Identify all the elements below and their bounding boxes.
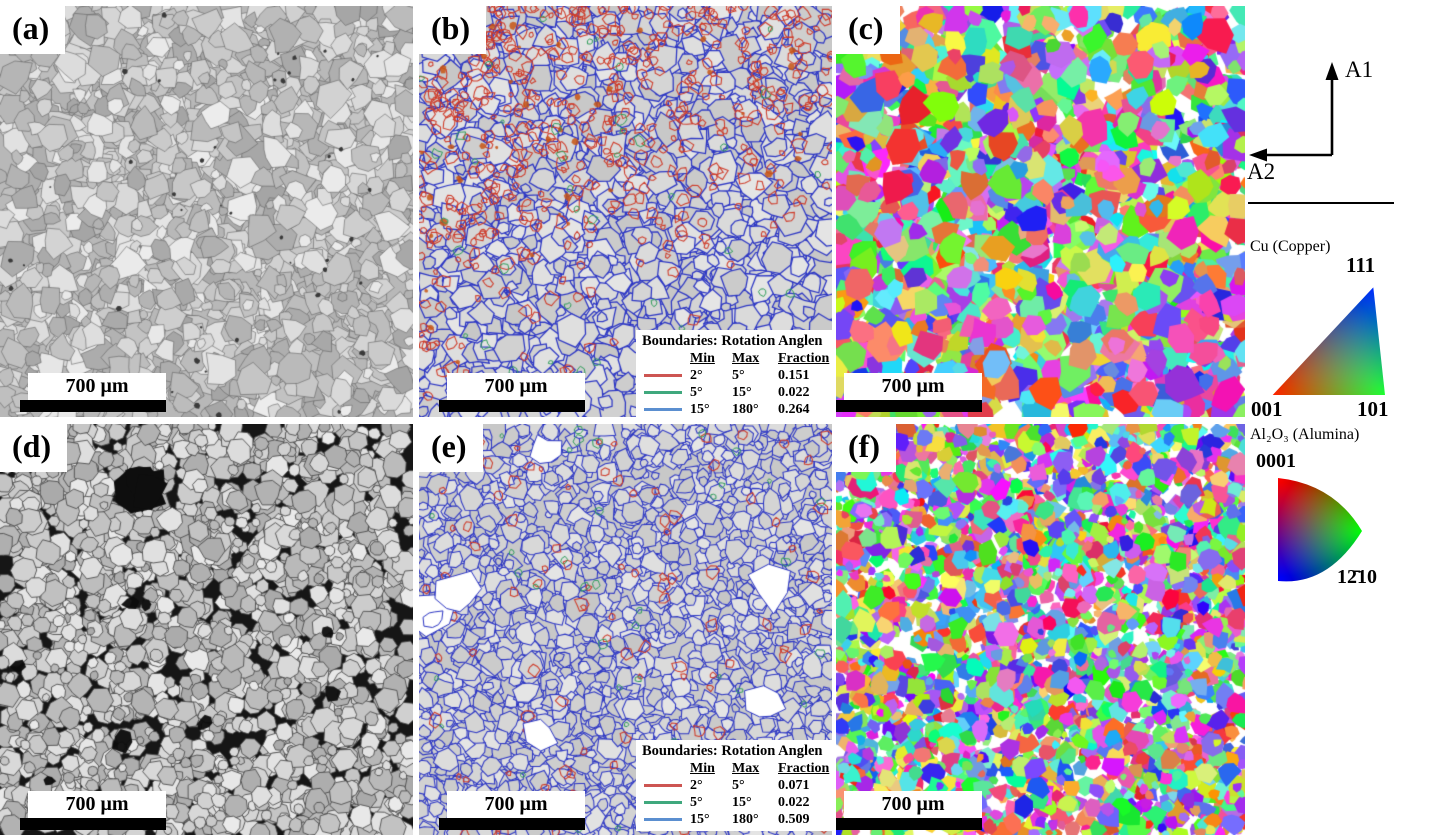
scale-bar-d-text: 700 μm bbox=[28, 791, 166, 818]
legend-b-swatch-green bbox=[642, 384, 690, 401]
scale-bar-c-bar bbox=[836, 400, 982, 412]
cu-ipf-color-key bbox=[1272, 287, 1385, 395]
scale-bar-f-bar bbox=[836, 818, 982, 830]
scale-bar-d-bar bbox=[20, 818, 166, 830]
cu-corner-101: 101 bbox=[1357, 397, 1389, 421]
legend-b-row1-fraction: 0.022 bbox=[778, 385, 810, 400]
legend-e-row1-fraction: 0.022 bbox=[778, 795, 810, 810]
legend-b-row2-fraction: 0.264 bbox=[778, 402, 810, 417]
sidebar-color-keys: A1 A2 Cu (Copper) 111 001 101 Al₂O₃ (Alu… bbox=[1245, 0, 1437, 835]
legend-e-row2-min: 15° bbox=[690, 812, 710, 827]
scale-bar-f-text: 700 μm bbox=[844, 791, 982, 818]
cu-corner-001: 001 bbox=[1251, 397, 1283, 421]
micrograph-f bbox=[836, 424, 1249, 835]
scale-bar-f: 700 μm bbox=[836, 791, 982, 830]
legend-b-col-fraction: Fraction bbox=[778, 351, 830, 366]
scale-bar-e-text: 700 μm bbox=[447, 791, 585, 818]
panel-f-label: (f) bbox=[836, 424, 896, 472]
boundaries-legend-e: Boundaries: Rotation Anglen Min Max Frac… bbox=[636, 740, 832, 831]
legend-e-col-max: Max bbox=[732, 761, 760, 776]
legend-e-row2-fraction: 0.509 bbox=[778, 812, 810, 827]
legend-b-row1-min: 5° bbox=[690, 385, 703, 400]
scale-bar-e: 700 μm bbox=[439, 791, 585, 830]
legend-e-col-min: Min bbox=[690, 761, 715, 776]
legend-e-swatch-red bbox=[642, 777, 690, 794]
legend-e-row0-max: 5° bbox=[732, 778, 745, 793]
panel-b: (b) 700 μm Boundaries: Rotation Anglen M… bbox=[419, 6, 832, 417]
scale-bar-a-text: 700 μm bbox=[28, 373, 166, 400]
legend-b-table: Min Max Fraction 2° 5° 0.151 5° 15° 0.02… bbox=[642, 350, 830, 417]
axis-a2-label: A2 bbox=[1247, 159, 1276, 184]
legend-b-title: Boundaries: Rotation Anglen bbox=[642, 333, 823, 349]
scale-bar-b-bar bbox=[439, 400, 585, 412]
panel-c: (c) 700 μm bbox=[836, 6, 1249, 417]
alumina-corner-0001: 0001 bbox=[1256, 450, 1296, 472]
cu-phase-title: Cu (Copper) bbox=[1250, 238, 1331, 255]
panel-e-label: (e) bbox=[419, 424, 483, 472]
micrograph-c bbox=[836, 6, 1249, 417]
panel-f: (f) 700 μm bbox=[836, 424, 1249, 835]
micrograph-a bbox=[0, 6, 413, 417]
panel-a: (a) 700 μm bbox=[0, 6, 413, 417]
legend-e-swatch-green bbox=[642, 794, 690, 811]
legend-b-row0-max: 5° bbox=[732, 368, 745, 383]
axis-a1-label: A1 bbox=[1345, 57, 1374, 82]
cu-corner-111: 111 bbox=[1346, 253, 1376, 277]
legend-e-row1-max: 15° bbox=[732, 795, 752, 810]
axes-arrows-icon bbox=[1249, 62, 1339, 162]
scale-bar-a-bar bbox=[20, 400, 166, 412]
legend-e-row0-fraction: 0.071 bbox=[778, 778, 810, 793]
panel-d-label: (d) bbox=[0, 424, 68, 472]
scale-bar-d: 700 μm bbox=[20, 791, 166, 830]
alumina-phase-title: Al₂O₃ (Alumina) bbox=[1250, 426, 1360, 443]
legend-b-col-max: Max bbox=[732, 351, 760, 366]
legend-b-row2-min: 15° bbox=[690, 402, 710, 417]
legend-e-col-fraction: Fraction bbox=[778, 761, 830, 776]
legend-e-row2-max: 180° bbox=[732, 812, 759, 827]
scale-bar-a: 700 μm bbox=[20, 373, 166, 412]
panel-a-label: (a) bbox=[0, 6, 66, 54]
scale-bar-b: 700 μm bbox=[439, 373, 585, 412]
alumina-corner-1210: 12̄10 bbox=[1337, 566, 1377, 588]
legend-e-table: Min Max Fraction 2° 5° 0.071 5° 15° 0.02… bbox=[642, 760, 830, 828]
legend-b-row0-min: 2° bbox=[690, 368, 703, 383]
legend-b-row2-max: 180° bbox=[732, 402, 759, 417]
legend-b-col-min: Min bbox=[690, 351, 715, 366]
panel-e: (e) 700 μm Boundaries: Rotation Anglen M… bbox=[419, 424, 832, 835]
micrograph-d bbox=[0, 424, 413, 835]
legend-b-swatch-red bbox=[642, 367, 690, 384]
legend-e-title: Boundaries: Rotation Anglen bbox=[642, 743, 823, 759]
scale-bar-b-text: 700 μm bbox=[447, 373, 585, 400]
scale-bar-e-bar bbox=[439, 818, 585, 830]
panel-c-label: (c) bbox=[836, 6, 900, 54]
panel-d: (d) 700 μm bbox=[0, 424, 413, 835]
legend-e-row0-min: 2° bbox=[690, 778, 703, 793]
legend-b-swatch-blue bbox=[642, 401, 690, 417]
legend-b-row1-max: 15° bbox=[732, 385, 752, 400]
legend-b-row0-fraction: 0.151 bbox=[778, 368, 810, 383]
panel-b-label: (b) bbox=[419, 6, 487, 54]
legend-e-swatch-blue bbox=[642, 811, 690, 828]
divider-line bbox=[1248, 202, 1394, 205]
legend-e-row1-min: 5° bbox=[690, 795, 703, 810]
scale-bar-c-text: 700 μm bbox=[844, 373, 982, 400]
scale-bar-c: 700 μm bbox=[836, 373, 982, 412]
boundaries-legend-b: Boundaries: Rotation Anglen Min Max Frac… bbox=[636, 330, 832, 417]
